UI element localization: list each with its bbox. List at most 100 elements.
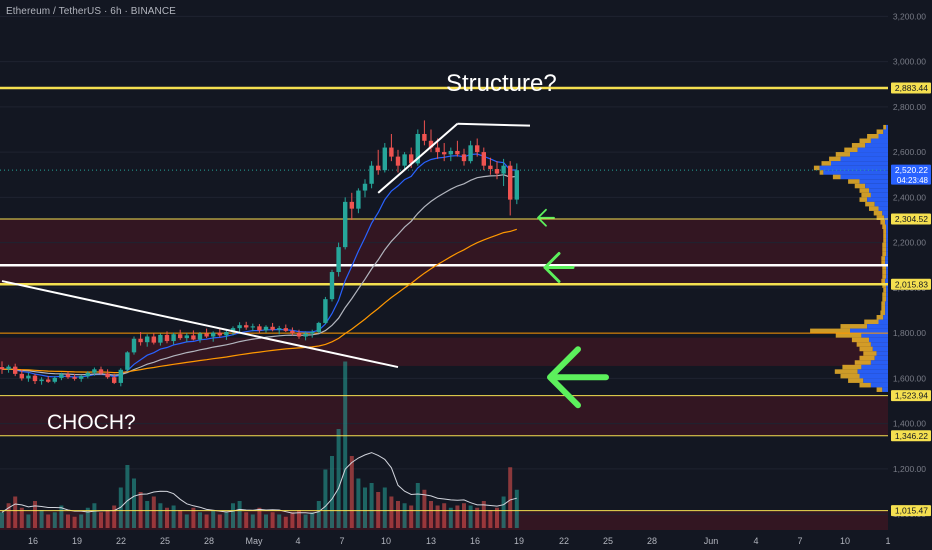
candle-body [362, 183, 368, 191]
profile-bar-value-area [865, 183, 888, 189]
candle [13, 363, 18, 377]
profile-bar-value-area [886, 269, 888, 275]
time-axis[interactable]: 16 19 22 25 28 May 4 7 10 13 16 19 22 25 28 Jun 4 7 10 1 [0, 532, 932, 550]
candle-body [92, 369, 97, 373]
annotation-choch[interactable]: CHOCH? [47, 411, 136, 434]
candle-body [409, 154, 414, 164]
volume-bar [363, 487, 367, 528]
profile-bar-value-area [867, 324, 888, 329]
candle-body [125, 352, 130, 370]
price-axis[interactable]: 3,200.00 3,000.00 2,800.00 2,600.00 2,400.00… [888, 0, 932, 550]
annotation-structure[interactable]: Structure? [446, 70, 557, 97]
candle [151, 333, 156, 345]
time-tick-label: 25 [160, 536, 170, 546]
time-tick-label: 7 [797, 536, 802, 546]
profile-bar-volume [882, 224, 887, 230]
candle [224, 330, 229, 340]
demand-zone [0, 337, 888, 366]
profile-bar-value-area [886, 283, 888, 288]
candle [98, 366, 104, 375]
profile-bar-value-area [886, 124, 888, 130]
profile-bar-value-area [885, 305, 888, 311]
profile-bar-volume [835, 333, 862, 338]
profile-bar-volume [880, 310, 886, 316]
candle-body [178, 334, 183, 339]
candle [428, 129, 434, 153]
candle-body [382, 147, 387, 171]
volume-bar [303, 514, 308, 528]
candle-body [343, 201, 348, 248]
profile-bar-value-area [819, 165, 888, 171]
candle [336, 242, 341, 277]
candle [211, 331, 216, 342]
profile-bar-value-area [840, 156, 888, 162]
profile-bar-value-area [870, 382, 888, 388]
candle-body [369, 165, 374, 184]
level-price-badge [891, 213, 931, 225]
trendlines[interactable] [1, 122, 531, 369]
candle-body [105, 373, 110, 378]
volume-bar [508, 467, 513, 528]
candle [356, 188, 361, 214]
candle-body [303, 333, 308, 337]
profile-bar-value-area [861, 364, 888, 370]
candle [494, 161, 500, 180]
profile-bar-volume [882, 283, 887, 288]
profile-bar-volume [882, 242, 887, 248]
profile-bar-volume [859, 188, 869, 193]
candle [277, 325, 282, 335]
candle-body [336, 247, 341, 273]
price-tick-label: 1,400.00 [893, 419, 926, 429]
trendline[interactable] [1, 280, 399, 369]
profile-bar-volume [819, 170, 824, 175]
volume-bar [165, 507, 169, 528]
candle-body [455, 150, 460, 155]
profile-bar-value-area [857, 369, 888, 374]
candle [145, 334, 150, 347]
candle [131, 336, 137, 355]
profile-bar-volume [859, 138, 871, 144]
volume-bar [297, 510, 301, 528]
candle-body [32, 375, 38, 382]
volume-bar [270, 512, 275, 528]
volume-bar [376, 492, 381, 528]
candle [508, 161, 513, 216]
profile-bar-volume [883, 238, 887, 243]
time-tick-label: 22 [116, 536, 126, 546]
arrow-left-icon [547, 346, 609, 409]
profile-bar-volume [881, 260, 886, 266]
volume-bar [310, 512, 315, 528]
profile-bar-volume [832, 174, 841, 180]
candle [112, 373, 117, 385]
profile-bar-value-area [884, 215, 888, 220]
candle-body [376, 165, 381, 171]
profile-bar-value-area [886, 292, 888, 297]
candle [32, 373, 38, 385]
trendline[interactable] [457, 122, 531, 127]
profile-bar-volume [876, 129, 884, 134]
candle [79, 374, 84, 382]
volume-bar [501, 496, 506, 528]
profile-bar-value-area [870, 192, 888, 198]
time-tick-label: May [245, 536, 263, 546]
volume-bar [145, 501, 150, 528]
candle-body [26, 375, 31, 379]
profile-bar-volume [881, 301, 886, 306]
volume-bar [6, 503, 11, 528]
candle-body [158, 334, 163, 343]
volume-bar [13, 496, 18, 528]
candle-body [514, 170, 519, 200]
candle-body [79, 376, 84, 379]
trendline[interactable] [377, 123, 459, 194]
profile-bar-value-area [850, 152, 888, 157]
volume-bar [250, 514, 255, 528]
candle-body [151, 336, 156, 343]
candle-body [138, 338, 143, 343]
candle-body [59, 374, 64, 378]
price-tick-label: 2,400.00 [893, 192, 926, 202]
profile-bar-value-area [886, 265, 888, 270]
volume-bar [462, 503, 466, 528]
candle-body [204, 333, 209, 337]
price-label: 2,015.83 [895, 279, 928, 289]
